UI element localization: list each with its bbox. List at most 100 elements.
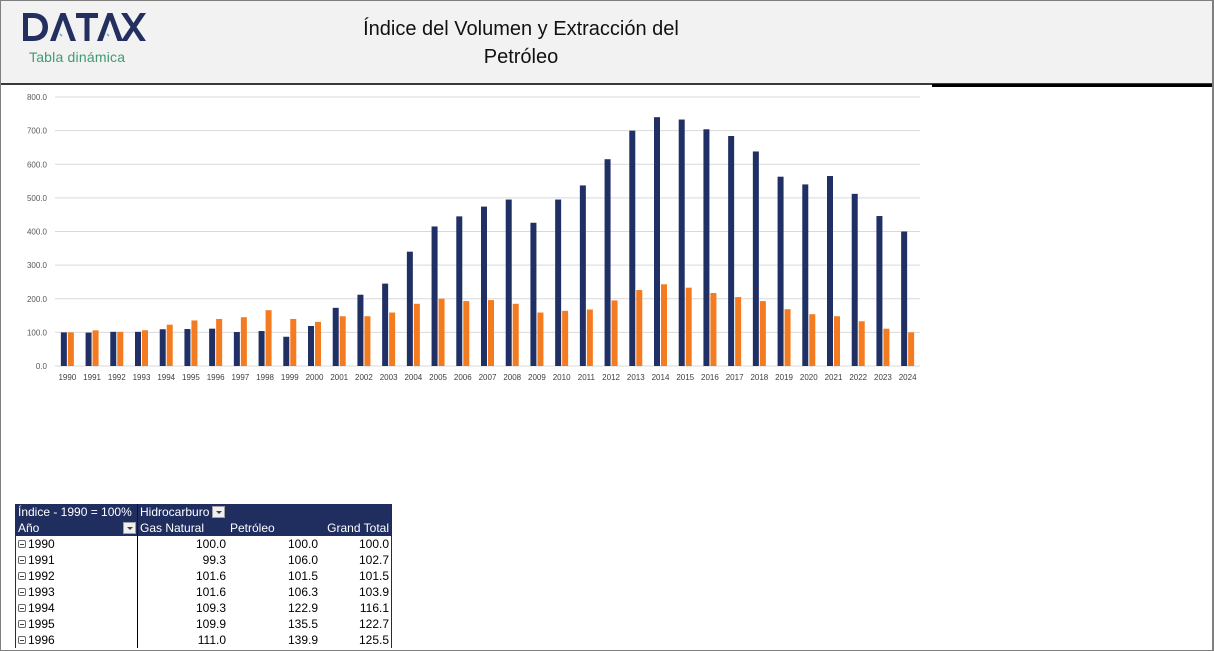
table-row[interactable]: 1990 100.0 100.0 100.0	[16, 536, 391, 552]
collapse-icon[interactable]	[18, 556, 26, 564]
collapse-icon[interactable]	[18, 540, 26, 548]
row-year-cell[interactable]: 1992	[16, 568, 138, 584]
gas-value-cell[interactable]: 101.6	[195, 585, 226, 599]
bar-petroleo[interactable]	[166, 324, 173, 366]
bar-petroleo[interactable]	[908, 332, 915, 366]
bar-gas-natural[interactable]	[851, 193, 858, 366]
collapse-icon[interactable]	[18, 572, 26, 580]
row-year-cell[interactable]: 1990	[16, 536, 138, 552]
bar-petroleo[interactable]	[809, 314, 816, 366]
bar-petroleo[interactable]	[537, 312, 544, 366]
total-value-cell[interactable]: 103.9	[358, 585, 389, 599]
bar-gas-natural[interactable]	[332, 307, 339, 366]
table-row[interactable]: 1994 109.3 122.9 116.1	[16, 600, 391, 616]
bar-petroleo[interactable]	[858, 321, 865, 366]
bar-petroleo[interactable]	[586, 309, 593, 366]
bar-gas-natural[interactable]	[802, 184, 809, 366]
row-year-cell[interactable]: 1995	[16, 616, 138, 632]
bar-petroleo[interactable]	[67, 332, 74, 366]
bar-chart[interactable]: 0.0 100.0 200.0 300.0 400.0 500.0 600.0 700.0 80…	[20, 88, 930, 388]
bar-petroleo[interactable]	[92, 330, 99, 366]
total-value-cell[interactable]: 100.0	[358, 537, 389, 551]
bar-petroleo[interactable]	[883, 328, 890, 366]
bar-gas-natural[interactable]	[555, 199, 562, 366]
bar-petroleo[interactable]	[290, 318, 297, 366]
petroleo-value-cell[interactable]: 106.3	[287, 585, 318, 599]
bar-gas-natural[interactable]	[209, 328, 216, 366]
bar-gas-natural[interactable]	[357, 294, 364, 366]
bar-gas-natural[interactable]	[308, 325, 314, 366]
bar-gas-natural[interactable]	[406, 251, 413, 366]
bar-gas-natural[interactable]	[629, 130, 636, 366]
bar-gas-natural[interactable]	[604, 159, 611, 366]
bar-petroleo[interactable]	[488, 300, 494, 366]
pivot-column-field[interactable]: Hidrocarburo	[138, 504, 391, 520]
bar-gas-natural[interactable]	[728, 136, 735, 366]
bar-petroleo[interactable]	[413, 303, 420, 366]
gas-value-cell[interactable]: 111.0	[197, 633, 226, 647]
column-filter-dropdown-icon[interactable]	[212, 505, 226, 518]
petroleo-value-cell[interactable]: 101.5	[287, 569, 318, 583]
collapse-icon[interactable]	[18, 636, 26, 644]
gas-value-cell[interactable]: 109.3	[195, 601, 226, 615]
table-row[interactable]: 1993 101.6 106.3 103.9	[16, 584, 391, 600]
bar-petroleo[interactable]	[216, 318, 223, 366]
bar-petroleo[interactable]	[685, 287, 692, 366]
bar-petroleo[interactable]	[759, 301, 766, 366]
total-value-cell[interactable]: 101.5	[358, 569, 389, 583]
petroleo-value-cell[interactable]: 106.0	[287, 553, 318, 567]
petroleo-value-cell[interactable]: 135.5	[287, 617, 318, 631]
bar-gas-natural[interactable]	[233, 332, 240, 366]
bar-petroleo[interactable]	[339, 316, 346, 366]
gas-value-cell[interactable]: 109.9	[195, 617, 226, 631]
table-row[interactable]: 1996 111.0 139.9 125.5	[16, 632, 391, 648]
bar-petroleo[interactable]	[389, 312, 396, 366]
bar-gas-natural[interactable]	[530, 222, 537, 366]
pivot-row-field[interactable]: Año	[16, 520, 138, 536]
bar-gas-natural[interactable]	[135, 331, 141, 366]
total-value-cell[interactable]: 125.5	[358, 633, 389, 647]
bar-petroleo[interactable]	[315, 321, 321, 366]
bar-petroleo[interactable]	[191, 320, 198, 366]
gas-value-cell[interactable]: 100.0	[195, 537, 226, 551]
row-year-cell[interactable]: 1994	[16, 600, 138, 616]
bar-petroleo[interactable]	[265, 310, 272, 366]
bar-gas-natural[interactable]	[876, 216, 883, 366]
bar-gas-natural[interactable]	[110, 331, 117, 366]
bar-gas-natural[interactable]	[184, 329, 191, 366]
bar-petroleo[interactable]	[636, 290, 643, 366]
bar-gas-natural[interactable]	[431, 226, 438, 366]
bar-petroleo[interactable]	[661, 284, 667, 366]
collapse-icon[interactable]	[18, 620, 26, 628]
bar-gas-natural[interactable]	[703, 129, 710, 366]
bar-petroleo[interactable]	[710, 293, 717, 366]
bar-petroleo[interactable]	[364, 316, 371, 366]
bar-gas-natural[interactable]	[579, 185, 586, 366]
gas-value-cell[interactable]: 101.6	[195, 569, 226, 583]
bar-petroleo[interactable]	[784, 309, 791, 366]
bar-gas-natural[interactable]	[85, 332, 92, 366]
collapse-icon[interactable]	[18, 604, 26, 612]
bar-petroleo[interactable]	[240, 317, 247, 366]
bar-gas-natural[interactable]	[60, 332, 67, 366]
bar-petroleo[interactable]	[611, 300, 618, 366]
bar-petroleo[interactable]	[142, 330, 148, 366]
bar-petroleo[interactable]	[438, 298, 445, 366]
table-row[interactable]: 1992 101.6 101.5 101.5	[16, 568, 391, 584]
petroleo-value-cell[interactable]: 100.0	[287, 537, 318, 551]
bar-gas-natural[interactable]	[827, 176, 833, 366]
bar-gas-natural[interactable]	[456, 216, 463, 366]
bar-gas-natural[interactable]	[283, 336, 290, 366]
bar-gas-natural[interactable]	[481, 206, 487, 366]
bar-petroleo[interactable]	[463, 301, 470, 366]
table-row[interactable]: 1991 99.3 106.0 102.7	[16, 552, 391, 568]
total-value-cell[interactable]: 122.7	[358, 617, 389, 631]
row-year-cell[interactable]: 1996	[16, 632, 138, 648]
petroleo-value-cell[interactable]: 122.9	[287, 601, 318, 615]
total-value-cell[interactable]: 116.1	[359, 601, 389, 615]
bar-petroleo[interactable]	[735, 297, 742, 366]
bar-petroleo[interactable]	[512, 303, 519, 366]
pivot-table[interactable]: Índice - 1990 = 100% Hidrocarburo Año Ga…	[15, 504, 392, 648]
petroleo-value-cell[interactable]: 139.9	[287, 633, 318, 647]
bar-petroleo[interactable]	[117, 331, 124, 366]
